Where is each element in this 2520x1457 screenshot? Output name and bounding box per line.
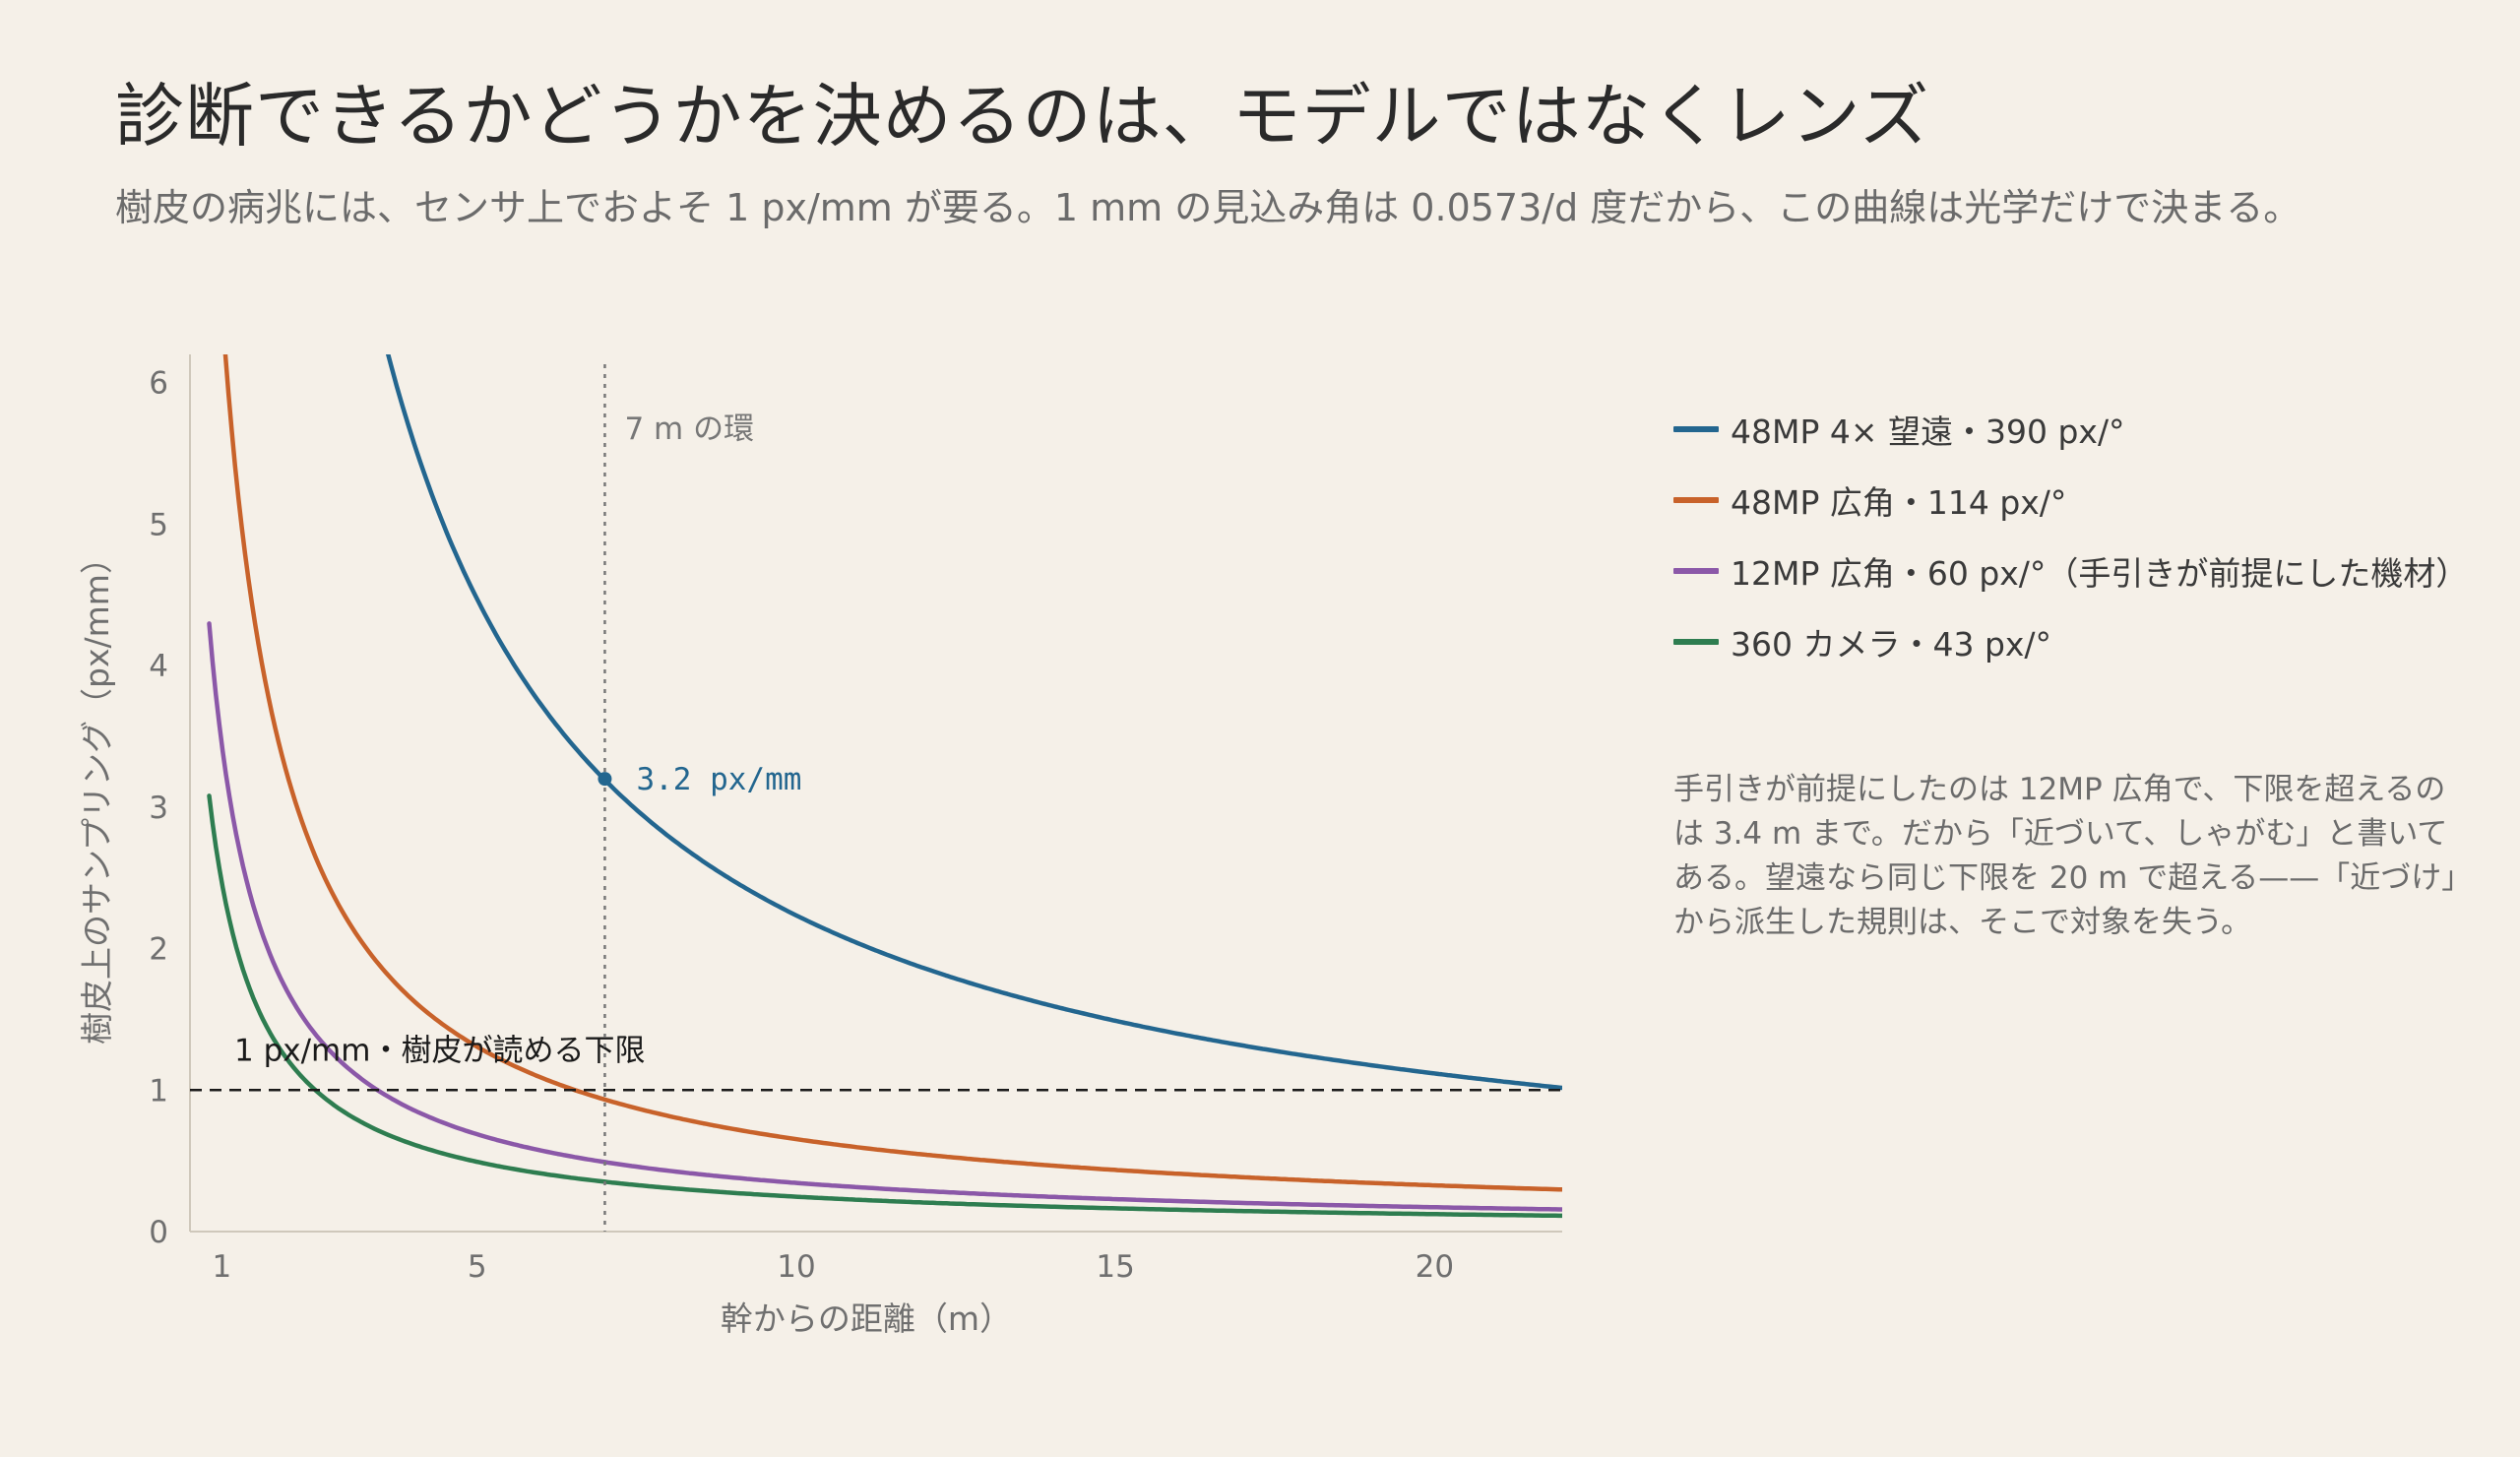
x-tick-label: 20 <box>1416 1249 1454 1285</box>
x-tick-label: 15 <box>1096 1249 1134 1285</box>
overlay-layer: 1 px/mm・樹皮が読める下限 7 m の環 3.2 px/mm <box>190 364 1562 1232</box>
y-tick-label: 2 <box>149 932 168 968</box>
legend-swatch <box>1673 568 1719 574</box>
page-subtitle: 樹皮の病兆には、センサ上でおよそ 1 px/mm が要る。1 mm の見込み角は… <box>115 186 2301 229</box>
x-tick-label: 10 <box>777 1249 815 1285</box>
y-axis-title: 樹皮上のサンプリング（px/mm） <box>78 541 116 1045</box>
y-tick-label: 5 <box>149 507 168 542</box>
y-tick-label: 6 <box>149 366 168 402</box>
legend-label: 48MP 広角・114 px/° <box>1731 483 2067 522</box>
series-layer <box>207 354 1562 1219</box>
legend-label: 48MP 4× 望遠・390 px/° <box>1731 412 2125 451</box>
y-tick-label: 0 <box>149 1215 168 1250</box>
legend-item-telephoto: 48MP 4× 望遠・390 px/° <box>1673 394 2468 465</box>
legend-swatch <box>1673 639 1719 645</box>
legend-item-wide-12mp: 12MP 広角・60 px/°（手引きが前提にした機材） <box>1673 536 2468 606</box>
x-tick-label: 1 <box>213 1249 232 1285</box>
legend-item-360-camera: 360 カメラ・43 px/° <box>1673 606 2468 677</box>
legend-swatch <box>1673 426 1719 432</box>
series-line-0 <box>385 354 1562 1091</box>
y-tick-label: 1 <box>149 1073 168 1109</box>
highlight-point <box>598 772 612 787</box>
chart-legend: 48MP 4× 望遠・390 px/° 48MP 広角・114 px/° 12M… <box>1673 394 2468 677</box>
highlight-point-label: 3.2 px/mm <box>636 762 801 797</box>
series-line-1 <box>222 354 1562 1192</box>
x-axis-title: 幹からの距離（m） <box>721 1299 1012 1338</box>
legend-label: 360 カメラ・43 px/° <box>1731 625 2052 664</box>
distance-marker-label: 7 m の環 <box>624 412 754 447</box>
y-tick-label: 4 <box>149 649 168 684</box>
legend-label: 12MP 広角・60 px/°（手引きが前提にした機材） <box>1731 554 2469 593</box>
annotation-note: 手引きが前提にしたのは 12MP 広角で、下限を超えるのは 3.4 m まで。だ… <box>1673 772 2457 940</box>
x-tick-label: 5 <box>468 1249 487 1285</box>
legend-item-wide-48mp: 48MP 広角・114 px/° <box>1673 465 2468 536</box>
y-tick-label: 3 <box>149 791 168 826</box>
page-title: 診断できるかどうかを決めるのは、モデルではなくレンズ <box>115 76 1930 157</box>
series-line-2 <box>207 621 1562 1212</box>
threshold-label: 1 px/mm・樹皮が読める下限 <box>234 1033 645 1068</box>
legend-swatch <box>1673 497 1719 503</box>
series-line-3 <box>207 793 1562 1219</box>
